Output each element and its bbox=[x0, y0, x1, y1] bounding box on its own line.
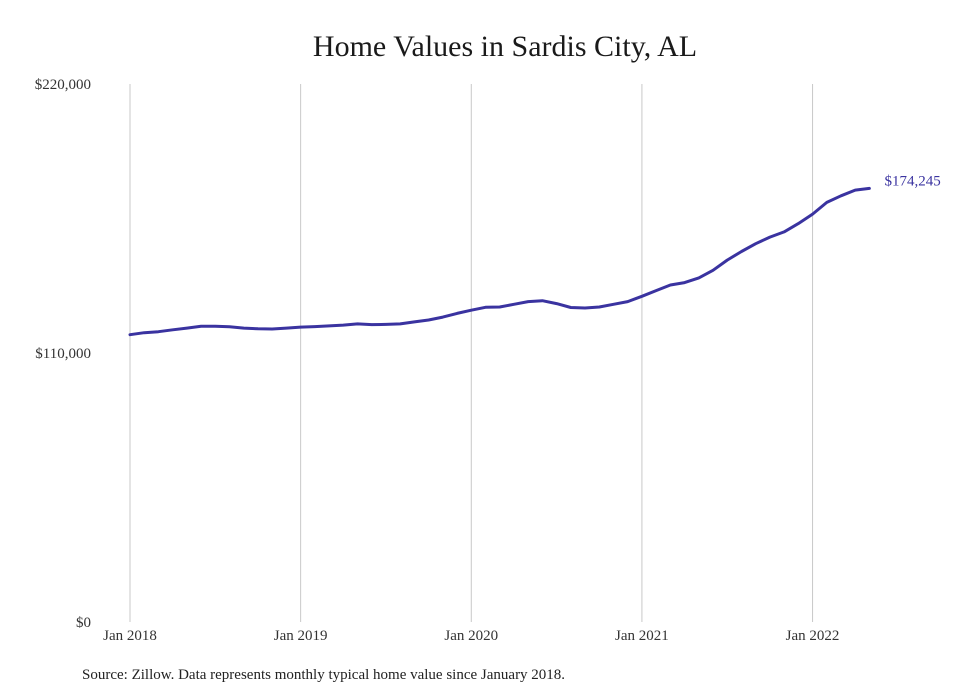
source-note: Source: Zillow. Data represents monthly … bbox=[82, 667, 566, 683]
end-value-label: $174,245 bbox=[884, 173, 940, 189]
y-tick-label: $110,000 bbox=[35, 346, 91, 362]
x-tick-label: Jan 2019 bbox=[274, 628, 328, 644]
x-tick-label: Jan 2021 bbox=[615, 628, 669, 644]
series-line-0 bbox=[128, 186, 871, 337]
y-axis-ticks: $0 $110,000 $220,000 bbox=[35, 77, 91, 631]
chart-title: Home Values in Sardis City, AL bbox=[312, 30, 698, 63]
end-label-layer: $174,245 bbox=[884, 173, 940, 189]
series-layer bbox=[128, 186, 871, 337]
x-tick-label: Jan 2022 bbox=[786, 628, 840, 644]
grid-layer bbox=[129, 84, 814, 622]
x-axis-ticks: Jan 2018 Jan 2019 Jan 2020 Jan 2021 Jan 2022 bbox=[103, 628, 839, 644]
x-tick-label: Jan 2018 bbox=[103, 628, 157, 644]
y-tick-label: $220,000 bbox=[35, 77, 91, 93]
y-tick-label: $0 bbox=[76, 615, 91, 631]
x-tick-label: Jan 2020 bbox=[444, 628, 498, 644]
